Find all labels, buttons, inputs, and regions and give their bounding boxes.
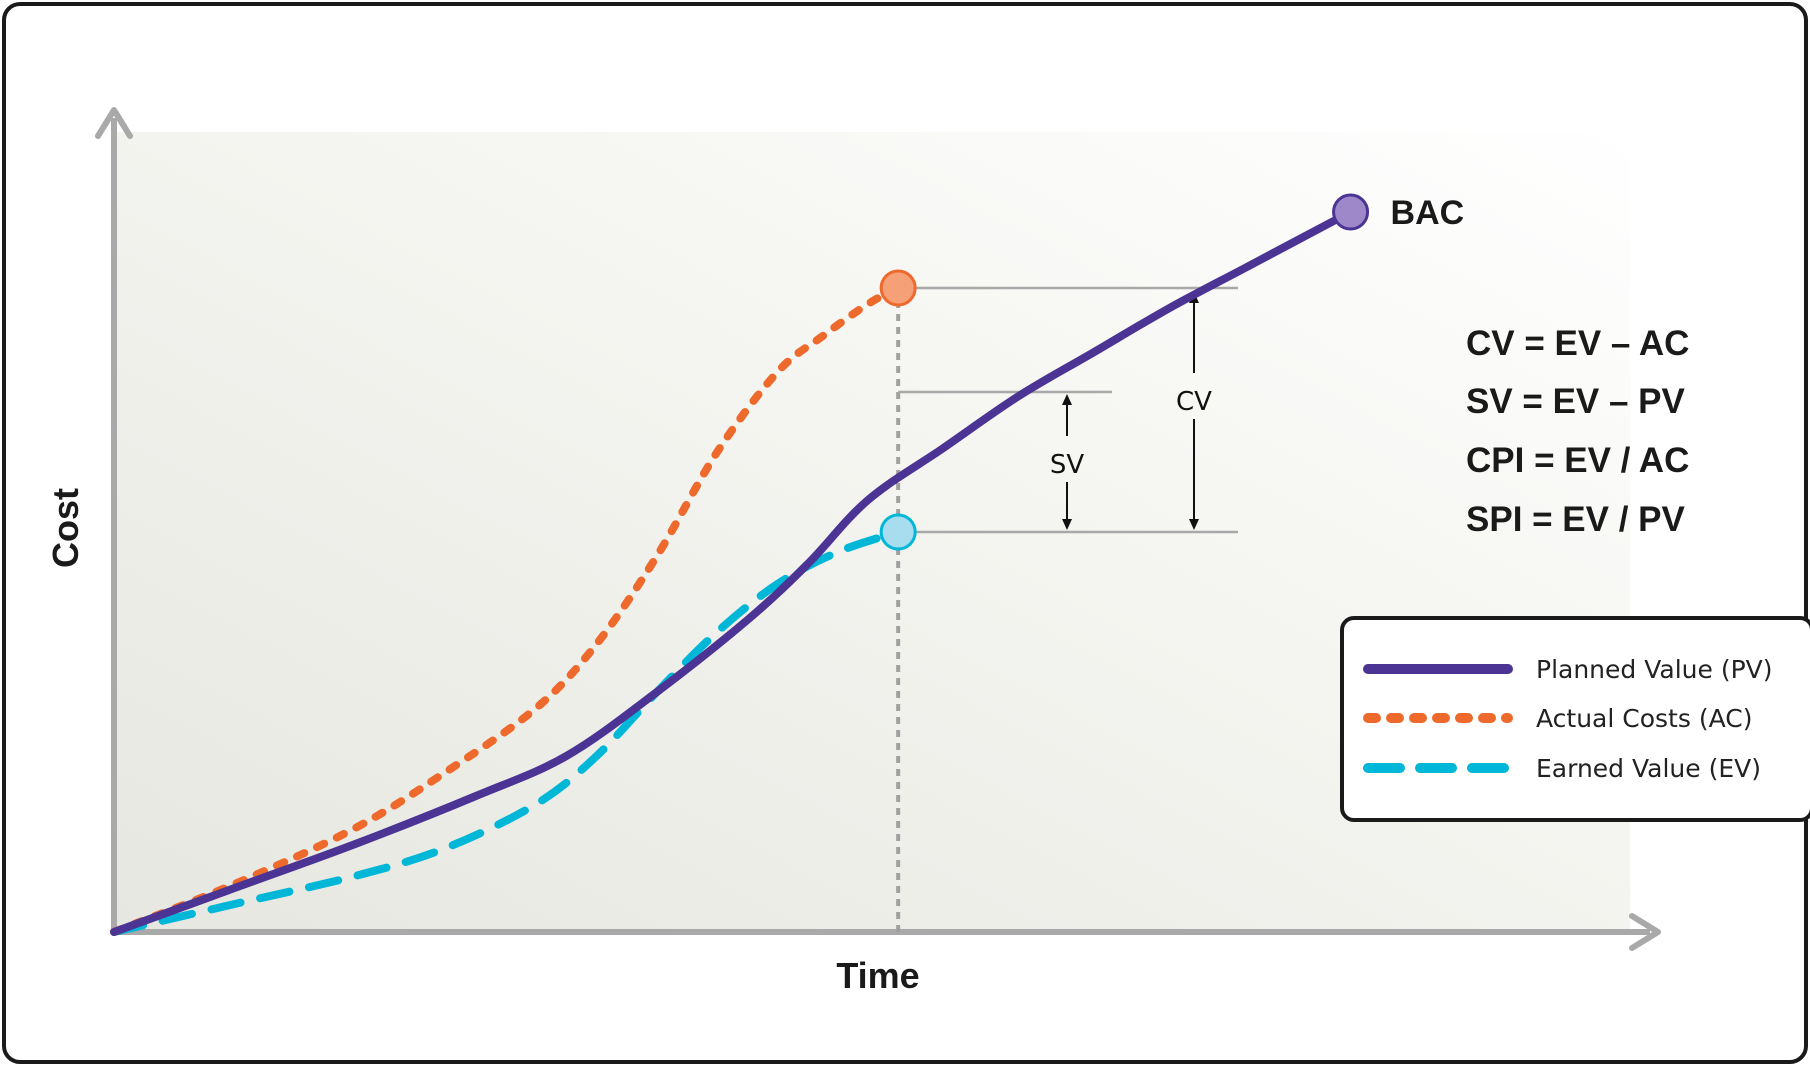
series-line-actual-costs-ac	[110, 284, 903, 936]
legend-label-pv: Planned Value (PV)	[1536, 655, 1773, 684]
sv-arrow-top-head	[1062, 394, 1072, 405]
cv-arrow-bottom-head	[1189, 519, 1199, 530]
series-line-planned-value-pv	[110, 208, 1355, 936]
legend: Planned Value (PV) Actual Costs (AC) Ear…	[1340, 616, 1810, 822]
marker-earned-value-ev	[879, 513, 917, 551]
cv-label: CV	[1176, 387, 1212, 417]
sv-arrow: SV	[1050, 394, 1085, 530]
formula-sv: SV = EV – PV	[1466, 382, 1686, 421]
sv-arrow-bottom-head	[1062, 519, 1072, 530]
variance-annotations: SV CV	[896, 286, 1238, 932]
y-axis-label: Cost	[45, 488, 86, 568]
series-layer	[110, 208, 1355, 936]
legend-label-ev: Earned Value (EV)	[1536, 754, 1761, 783]
formula-cv: CV = EV – AC	[1466, 324, 1689, 363]
formula-spi: SPI = EV / PV	[1466, 500, 1686, 539]
marker-layer	[879, 193, 1370, 551]
axes	[95, 107, 1661, 951]
formulas: CV = EV – AC SV = EV – PV CPI = EV / AC …	[1466, 324, 1689, 539]
sv-label: SV	[1050, 450, 1085, 480]
formula-cpi: CPI = EV / AC	[1466, 441, 1689, 480]
y-axis-arrow	[95, 107, 133, 139]
bac-label: BAC	[1391, 194, 1465, 232]
x-axis-arrow	[1629, 913, 1661, 951]
marker-planned-value-pv	[1332, 193, 1370, 231]
series-line-earned-value-ev	[110, 528, 903, 936]
legend-label-ac: Actual Costs (AC)	[1536, 704, 1752, 733]
marker-actual-costs-ac	[879, 269, 917, 307]
x-axis-label: Time	[836, 955, 919, 996]
